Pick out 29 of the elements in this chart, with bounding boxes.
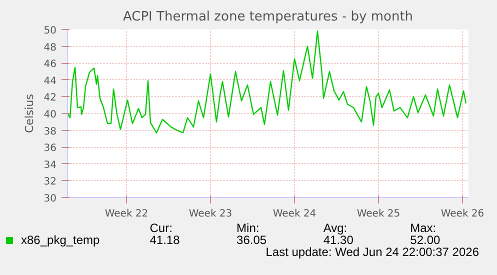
x-tick-label: Week 24 bbox=[272, 208, 316, 220]
text: Cur: bbox=[150, 221, 174, 235]
legend-label: x86_pkg_temp bbox=[20, 233, 101, 247]
x-tick-label: Week 25 bbox=[356, 208, 400, 220]
y-tick-label: 34 bbox=[44, 160, 57, 171]
text: Last update: Wed Jun 24 22:00:37 2026 bbox=[264, 245, 480, 259]
y-tick-label: 40 bbox=[44, 110, 57, 120]
text: 41.30 bbox=[323, 233, 354, 247]
y-tick-label: 46 bbox=[44, 59, 57, 70]
text: Max: bbox=[410, 221, 438, 235]
y-tick-label: 38 bbox=[44, 126, 57, 138]
y-tick-label: 36 bbox=[44, 143, 57, 154]
y-tick-label: 48 bbox=[44, 42, 57, 54]
text: Min: bbox=[236, 221, 260, 235]
y-axis-title: Celsius bbox=[22, 94, 36, 133]
text: Avg: bbox=[323, 221, 348, 235]
y-tick-label: 42 bbox=[44, 92, 57, 104]
x-tick-label: Week 26 bbox=[440, 208, 484, 220]
text: 52.00 bbox=[410, 233, 442, 247]
chart-title: ACPI Thermal zone temperatures - by month bbox=[122, 10, 414, 24]
x-tick-label: Week 23 bbox=[188, 208, 232, 220]
y-tick-label: 50 bbox=[44, 26, 57, 36]
text: 41.18 bbox=[150, 233, 181, 247]
x-tick-label: Week 22 bbox=[104, 208, 148, 220]
y-tick-label: 32 bbox=[44, 176, 57, 188]
y-tick-label: 44 bbox=[44, 76, 57, 87]
text: 36.05 bbox=[236, 233, 268, 247]
y-tick-label: 30 bbox=[44, 194, 57, 204]
line-series bbox=[68, 30, 467, 134]
